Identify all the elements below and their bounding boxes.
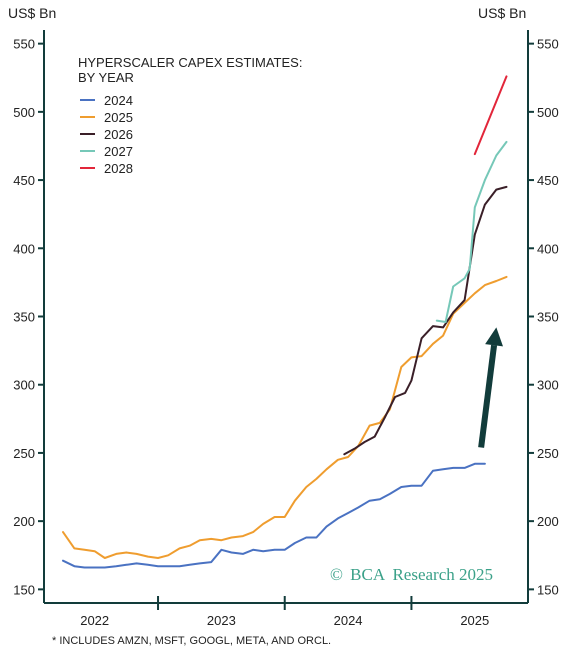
- credit-brand: BCA: [350, 565, 386, 584]
- y-tick-label-left: 400: [13, 241, 35, 256]
- right-unit-label: US$ Bn: [478, 5, 526, 21]
- copyright-symbol: ©: [330, 565, 343, 584]
- series-line-2026: [343, 185, 508, 456]
- y-ticks-left: 150 200 250 300 350 400 450 500 550: [13, 37, 44, 597]
- y-tick-label-left: 550: [13, 37, 35, 52]
- y-tick-label-left: 500: [13, 105, 35, 120]
- y-tick-label-left: 200: [13, 514, 35, 529]
- y-tick-label-left: 300: [13, 378, 35, 393]
- legend-label: 2027: [104, 144, 133, 159]
- legend-label: 2024: [104, 93, 133, 108]
- series-line-2027: [435, 140, 508, 323]
- y-ticks-right: 150 200 250 300 350 400 450 500 550: [528, 37, 559, 597]
- y-tick-label-left: 250: [13, 446, 35, 461]
- y-tick-label-right: 150: [537, 582, 559, 597]
- x-tick-label: 2024: [334, 613, 363, 628]
- credit: © BCA Research 2025: [330, 565, 493, 584]
- x-ticks: 2022 2023 2024 2025: [80, 596, 489, 628]
- y-tick-label-left: 150: [13, 582, 35, 597]
- left-unit-label: US$ Bn: [8, 5, 56, 21]
- x-tick-label: 2023: [207, 613, 236, 628]
- x-tick-label: 2025: [460, 613, 489, 628]
- y-tick-label-right: 200: [537, 514, 559, 529]
- chart-title: HYPERSCALER CAPEX ESTIMATES:: [78, 55, 302, 70]
- y-tick-label-left: 450: [13, 173, 35, 188]
- x-tick-label: 2022: [80, 613, 109, 628]
- credit-text: Research 2025: [392, 565, 493, 584]
- y-tick-label-right: 450: [537, 173, 559, 188]
- arrow-shaft: [478, 344, 498, 448]
- series-line-2024: [62, 462, 486, 569]
- y-tick-label-right: 400: [537, 241, 559, 256]
- chart-subtitle: BY YEAR: [78, 70, 134, 85]
- y-tick-label-right: 500: [537, 105, 559, 120]
- y-tick-label-right: 350: [537, 310, 559, 325]
- y-tick-label-left: 350: [13, 310, 35, 325]
- trend-arrow: [478, 327, 503, 448]
- legend-label: 2026: [104, 127, 133, 142]
- footnote: * INCLUDES AMZN, MSFT, GOOGL, META, AND …: [52, 635, 331, 647]
- series-line-2028: [473, 75, 508, 156]
- legend: 2024 2025 2026 2027 2028: [80, 93, 133, 176]
- legend-label: 2025: [104, 110, 133, 125]
- series-line-2025: [62, 275, 508, 559]
- y-tick-label-right: 300: [537, 378, 559, 393]
- legend-label: 2028: [104, 161, 133, 176]
- series-lines: [62, 75, 508, 569]
- arrow-head: [485, 327, 503, 347]
- y-tick-label-right: 250: [537, 446, 559, 461]
- y-tick-label-right: 550: [537, 37, 559, 52]
